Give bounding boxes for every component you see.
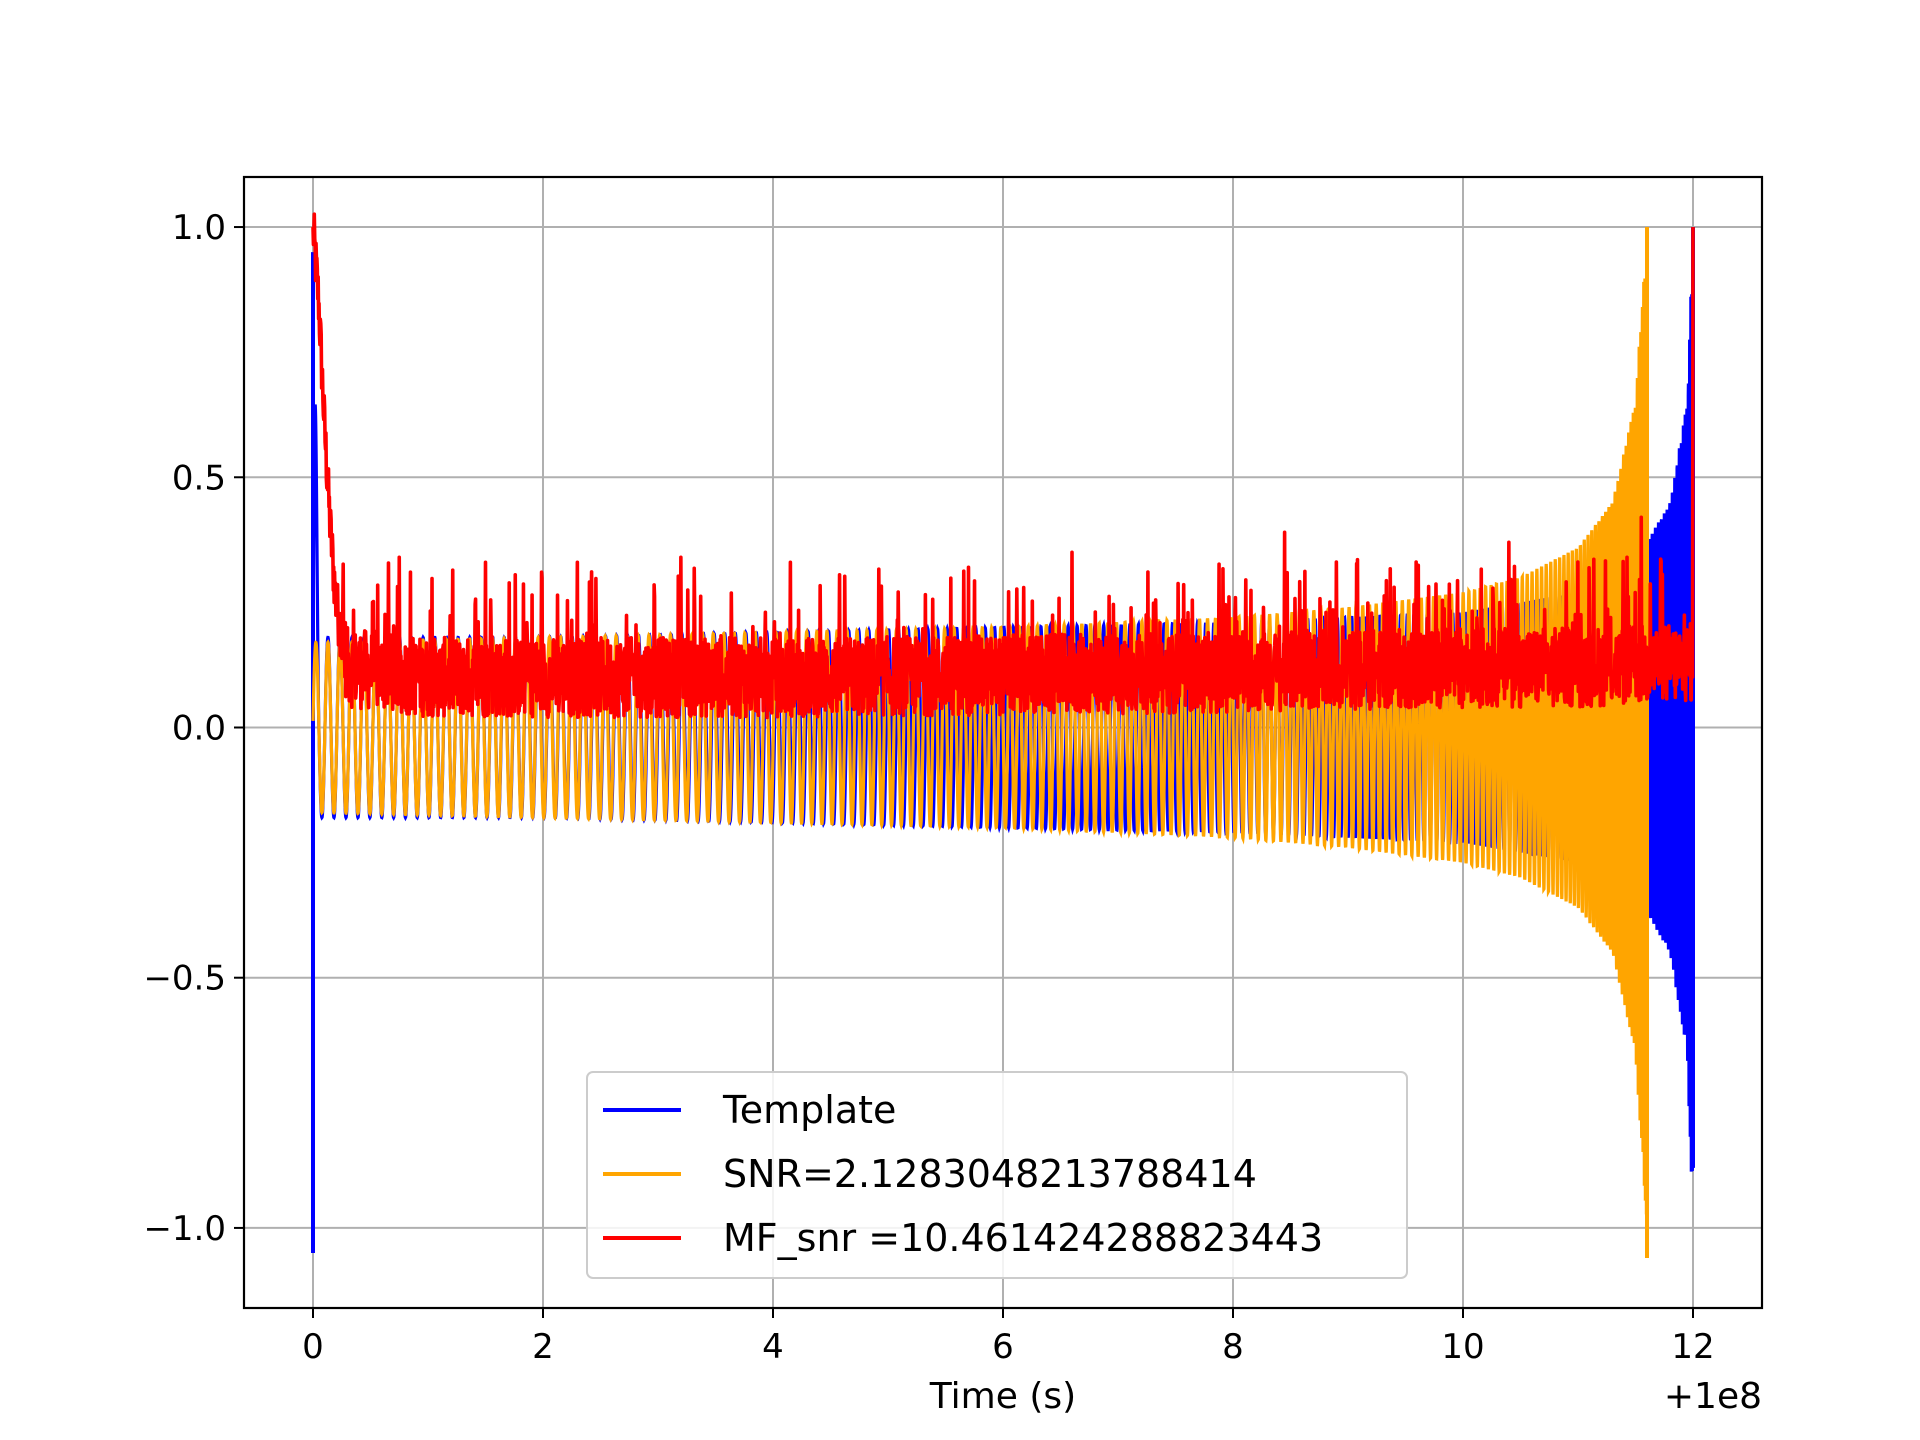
x-tick-label-2: 4 (762, 1327, 784, 1367)
x-tick-label-4: 8 (1222, 1327, 1244, 1367)
legend-label-1: SNR=2.1283048213788414 (723, 1152, 1257, 1196)
legend-box (586, 1071, 1408, 1279)
legend-label-2: MF_snr =10.461424288823443 (723, 1216, 1323, 1260)
ticks: 0 2 4 6 8 10 12 −1.0 −0.5 0.0 0.5 1.0 (143, 208, 1714, 1367)
x-tick-label-1: 2 (532, 1327, 554, 1367)
x-axis-offset-label: +1e8 (1664, 1376, 1762, 1417)
x-tick-label-6: 12 (1671, 1327, 1714, 1367)
x-axis-label: Time (s) (929, 1376, 1076, 1417)
series-mf-snr-line (311, 212, 1695, 720)
y-tick-label-2: 0.0 (172, 708, 226, 748)
series-mf-snr (311, 212, 1695, 720)
legend-label-0: Template (722, 1088, 896, 1132)
y-tick-label-0: −1.0 (143, 1209, 226, 1249)
y-tick-label-1: −0.5 (143, 959, 226, 999)
x-tick-label-5: 10 (1441, 1327, 1484, 1367)
legend: Template SNR=2.1283048213788414 MF_snr =10… (586, 1071, 1408, 1279)
series-snr-line (311, 240, 1649, 1215)
series-snr (311, 227, 1649, 1258)
x-tick-label-0: 0 (302, 1327, 324, 1367)
plot-area (311, 212, 1695, 1258)
y-tick-label-3: 0.5 (172, 458, 226, 498)
x-tick-label-3: 6 (992, 1327, 1014, 1367)
y-tick-label-4: 1.0 (172, 208, 226, 248)
